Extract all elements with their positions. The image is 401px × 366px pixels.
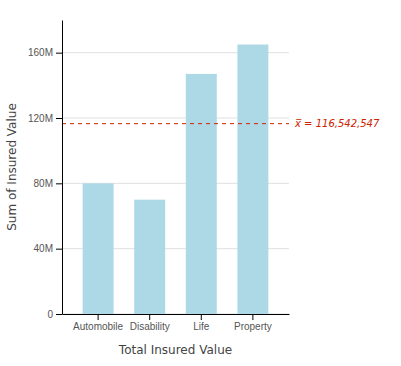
x-axis-title: Total Insured Value (118, 343, 232, 357)
y-tick-label: 80M (34, 178, 53, 189)
y-tick-mark (56, 249, 62, 250)
x-tick-mark (149, 314, 150, 320)
x-tick-label: Property (234, 321, 272, 332)
y-tick: 40M (34, 243, 62, 254)
y-tick-mark (56, 183, 62, 184)
y-tick-label: 160M (28, 47, 53, 58)
y-tick-label: 0 (47, 309, 53, 320)
chart: Automobile Disability Life Property 0 40M 80M 1… (0, 0, 401, 366)
y-tick: 0 (47, 309, 62, 320)
x-tick-mark (201, 314, 202, 320)
y-axis-line (62, 21, 63, 315)
x-tick-mark (252, 314, 253, 320)
y-tick: 80M (34, 178, 62, 189)
y-tick-label: 120M (28, 113, 53, 124)
x-tick: Property (234, 314, 272, 332)
x-tick-label: Life (193, 321, 210, 332)
x-tick: Life (193, 314, 210, 332)
y-tick: 120M (28, 113, 62, 124)
bar (83, 183, 114, 314)
x-tick: Disability (130, 314, 170, 332)
x-tick-label: Disability (130, 321, 170, 332)
bar (186, 74, 217, 314)
x-tick-mark (98, 314, 99, 320)
bar (237, 45, 268, 315)
bar (134, 200, 165, 314)
x-tick: Automobile (73, 314, 123, 332)
mean-label: x̅ = 116,542,547 (294, 118, 380, 129)
mean-line (62, 123, 289, 124)
x-axis: Automobile Disability Life Property (63, 314, 290, 332)
x-axis-line (63, 314, 290, 315)
marks (62, 45, 289, 315)
y-tick-mark (56, 53, 62, 54)
y-tick: 160M (28, 47, 62, 58)
y-tick-mark (56, 118, 62, 119)
y-axis: 0 40M 80M 120M 160M (28, 21, 63, 320)
y-tick-label: 40M (34, 243, 53, 254)
x-tick-label: Automobile (73, 321, 123, 332)
y-axis-title: Sum of Insured Value (5, 103, 19, 231)
y-tick-mark (56, 314, 62, 315)
plot: Automobile Disability Life Property 0 40M 80M 1… (28, 21, 380, 333)
